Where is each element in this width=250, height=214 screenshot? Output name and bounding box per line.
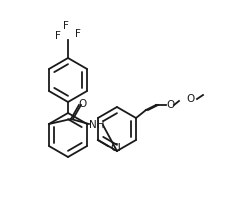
Text: NH: NH [89, 120, 104, 130]
Text: O: O [78, 99, 87, 109]
Text: F: F [63, 21, 69, 31]
Text: O: O [166, 100, 174, 110]
Text: O: O [186, 94, 194, 104]
Text: F: F [75, 29, 80, 39]
Text: Cl: Cl [110, 143, 121, 153]
Text: F: F [55, 31, 61, 41]
